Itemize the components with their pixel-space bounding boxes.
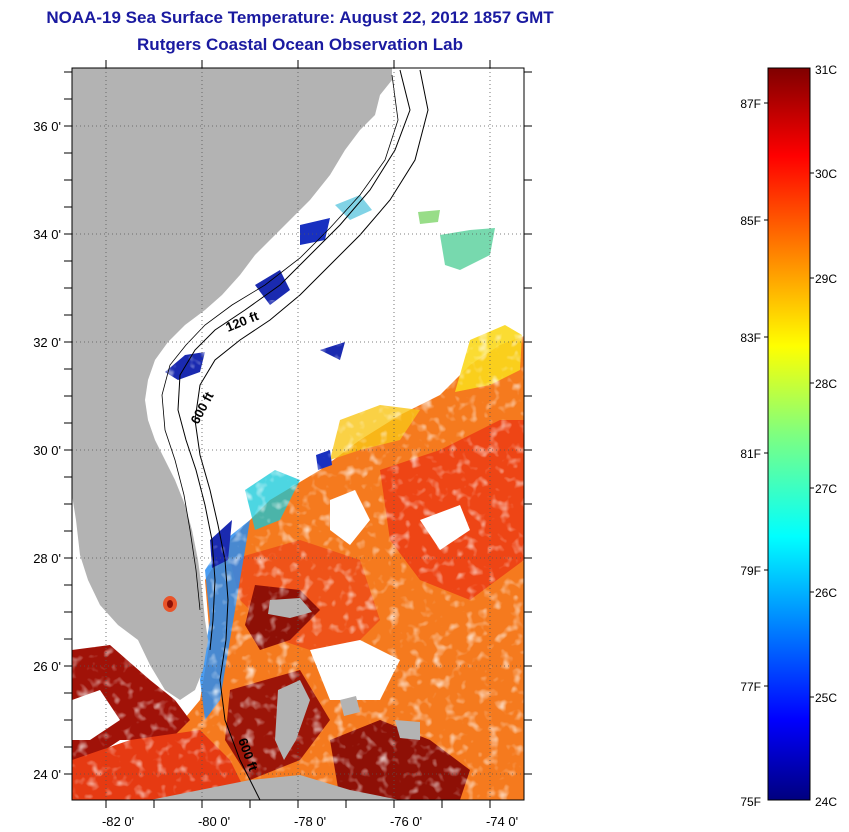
lat-label: 34 0' — [33, 227, 61, 242]
colorbar-celsius-label: 24C — [815, 795, 837, 809]
colorbar-fahrenheit-label: 87F — [740, 97, 761, 111]
lat-label: 26 0' — [33, 659, 61, 674]
lon-label: -80 0' — [198, 814, 230, 829]
lat-label: 28 0' — [33, 551, 61, 566]
land-cuba — [150, 775, 400, 800]
land-bahamas — [275, 680, 310, 760]
colorbar-celsius-label: 25C — [815, 691, 837, 705]
cloud-patch — [330, 490, 370, 545]
land-bahamas — [268, 598, 312, 618]
land-southeast-us — [72, 68, 392, 700]
colorbar — [767, 67, 811, 801]
map-ticks — [64, 60, 532, 808]
lat-label: 30 0' — [33, 443, 61, 458]
colorbar-fahrenheit-label: 79F — [740, 564, 761, 578]
cloud-patch — [72, 690, 120, 740]
colorbar-celsius-label: 26C — [815, 586, 837, 600]
lon-label: -76 0' — [390, 814, 422, 829]
cloud-patch — [420, 505, 470, 550]
colorbar-celsius-label: 31C — [815, 63, 837, 77]
colorbar-celsius-label: 28C — [815, 377, 837, 391]
colorbar-fahrenheit-label: 83F — [740, 331, 761, 345]
cloud-patch — [310, 640, 400, 700]
sst-cool-patch — [335, 195, 372, 220]
sst-cool-patch — [440, 228, 495, 270]
sst-cold-coastal — [300, 218, 330, 245]
lon-label: -78 0' — [294, 814, 326, 829]
lon-label: -82 0' — [102, 814, 134, 829]
map-title: NOAA-19 Sea Surface Temperature: August … — [46, 8, 554, 27]
contour-600ft — [194, 69, 429, 800]
lat-label: 24 0' — [33, 767, 61, 782]
colorbar-celsius-label: 29C — [815, 272, 837, 286]
graticule — [72, 68, 524, 800]
lat-label: 32 0' — [33, 335, 61, 350]
colorbar-fahrenheit-label: 75F — [740, 795, 761, 809]
colorbar-celsius-label: 30C — [815, 167, 837, 181]
colorbar-fahrenheit-label: 77F — [740, 680, 761, 694]
map-subtitle: Rutgers Coastal Ocean Observation Lab — [137, 35, 463, 54]
colorbar-fahrenheit-label: 81F — [740, 447, 761, 461]
land-bahamas — [395, 720, 420, 740]
sst-cool-patch — [418, 210, 440, 224]
lon-label: -74 0' — [486, 814, 518, 829]
colorbar-ticks — [764, 102, 814, 698]
contour-120ft — [177, 69, 411, 651]
contour-inner — [161, 74, 399, 611]
land-bahamas — [340, 696, 360, 716]
lat-label: 36 0' — [33, 119, 61, 134]
colorbar-fahrenheit-label: 85F — [740, 214, 761, 228]
colorbar-celsius-label: 27C — [815, 482, 837, 496]
